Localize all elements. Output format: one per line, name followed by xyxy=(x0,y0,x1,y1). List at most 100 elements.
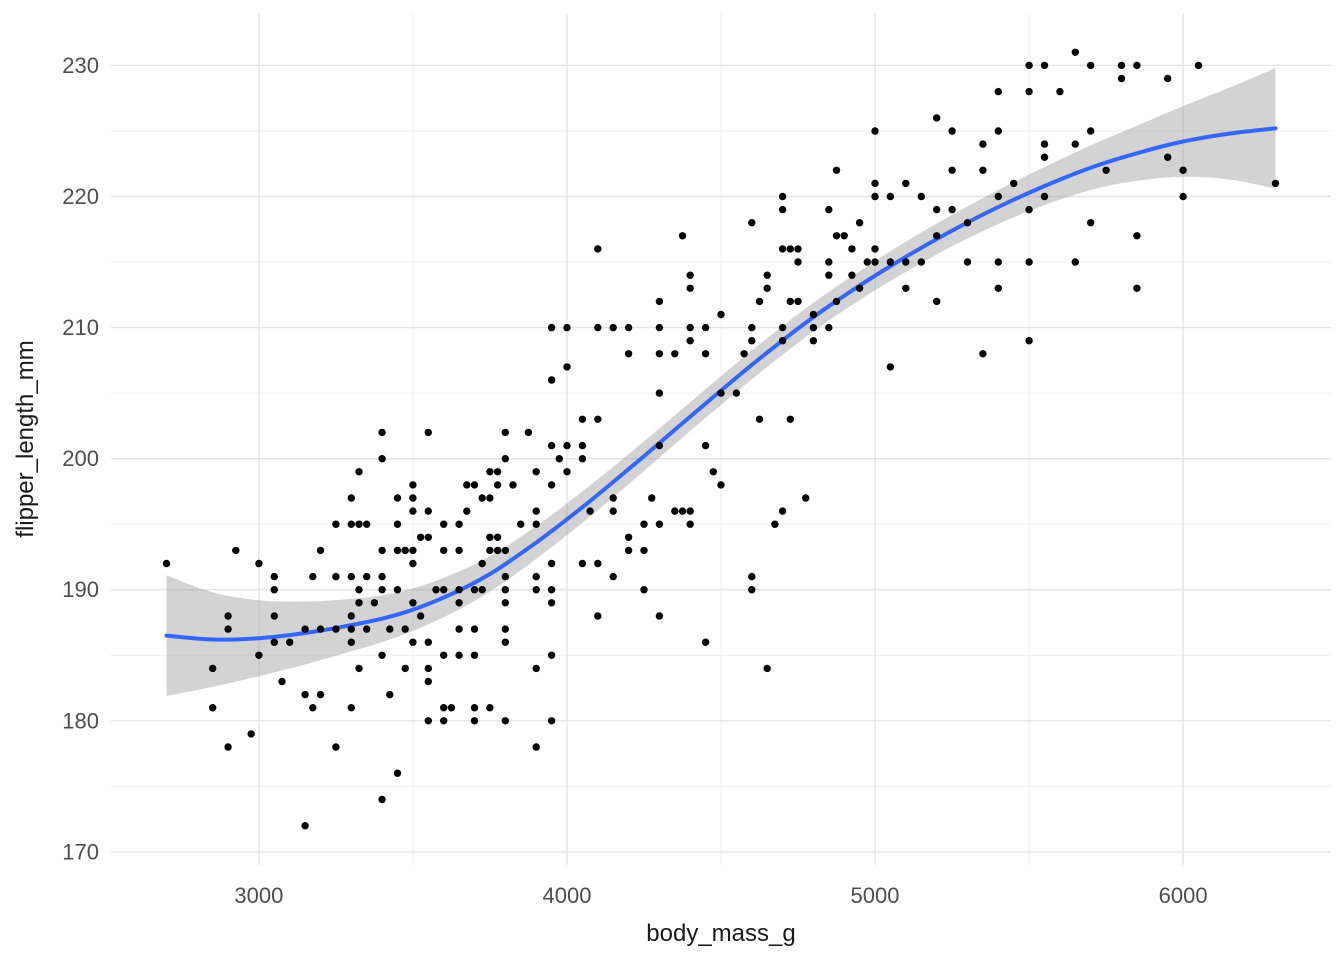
data-point xyxy=(948,205,956,214)
data-point xyxy=(224,612,232,620)
data-point xyxy=(532,586,540,594)
data-point xyxy=(963,219,972,227)
data-point xyxy=(1179,192,1187,201)
data-point xyxy=(594,559,602,568)
data-point xyxy=(594,415,602,423)
data-point xyxy=(332,520,340,528)
data-point xyxy=(855,284,864,292)
data-point xyxy=(517,520,525,528)
data-point xyxy=(902,179,910,188)
data-point xyxy=(933,205,941,214)
data-point xyxy=(332,625,340,633)
data-point xyxy=(848,271,856,279)
data-point xyxy=(547,599,556,607)
data-point xyxy=(363,625,371,633)
data-point xyxy=(933,114,941,122)
data-point xyxy=(686,337,694,345)
data-point xyxy=(809,310,818,319)
data-point xyxy=(778,507,787,515)
data-point xyxy=(748,572,756,581)
data-point xyxy=(655,297,664,306)
data-point xyxy=(933,232,941,240)
data-point xyxy=(355,664,363,673)
data-point xyxy=(640,586,648,594)
data-point xyxy=(1102,166,1110,174)
data-point xyxy=(355,520,363,528)
data-point xyxy=(378,586,386,594)
data-point xyxy=(255,651,263,659)
data-point xyxy=(1025,337,1033,345)
data-point xyxy=(855,219,864,227)
data-point xyxy=(363,520,371,528)
data-point xyxy=(709,468,717,476)
data-point xyxy=(1133,61,1141,70)
data-point xyxy=(609,323,617,332)
data-point xyxy=(347,572,355,581)
data-point xyxy=(686,507,694,515)
data-point xyxy=(994,258,1002,266)
data-point xyxy=(886,192,895,201)
data-point xyxy=(386,690,394,699)
data-point xyxy=(794,297,802,306)
data-point xyxy=(655,389,664,397)
data-point xyxy=(547,323,556,332)
grid-major-lines xyxy=(111,13,1331,865)
data-point xyxy=(1025,258,1033,266)
data-point xyxy=(1087,61,1095,70)
data-point xyxy=(409,494,417,502)
data-point xyxy=(786,245,794,253)
data-point xyxy=(1087,219,1095,227)
data-point xyxy=(447,704,456,712)
data-point xyxy=(748,219,756,227)
data-point xyxy=(209,704,217,712)
data-point xyxy=(994,127,1002,135)
data-point xyxy=(486,546,494,555)
data-point xyxy=(209,664,217,673)
data-point xyxy=(424,677,432,686)
data-point xyxy=(501,586,509,594)
data-point xyxy=(486,468,494,476)
data-points-layer xyxy=(162,48,1280,830)
data-point xyxy=(393,769,402,777)
data-point xyxy=(917,258,925,266)
x-tick-label: 6000 xyxy=(1159,883,1208,908)
data-point xyxy=(748,323,756,332)
data-point xyxy=(686,271,694,279)
data-point xyxy=(1164,153,1172,161)
data-point xyxy=(686,284,694,292)
data-point xyxy=(678,507,687,515)
data-point xyxy=(1271,179,1280,188)
data-point xyxy=(648,494,656,502)
data-point xyxy=(609,507,617,515)
data-point xyxy=(532,520,540,528)
data-point xyxy=(378,546,386,555)
data-point xyxy=(424,638,432,646)
data-point xyxy=(655,323,664,332)
data-point xyxy=(316,625,325,633)
data-point xyxy=(224,743,232,751)
data-point xyxy=(678,232,687,240)
data-point xyxy=(509,481,517,489)
data-point xyxy=(1133,284,1141,292)
data-point xyxy=(440,704,448,712)
y-tick-label: 220 xyxy=(62,184,99,209)
data-point xyxy=(594,323,602,332)
y-tick-label: 210 xyxy=(62,315,99,340)
data-point xyxy=(871,127,879,135)
data-point xyxy=(501,638,509,646)
data-point xyxy=(979,140,987,148)
data-point xyxy=(902,258,910,266)
data-point xyxy=(486,494,494,502)
data-point xyxy=(378,572,386,581)
data-point xyxy=(778,245,787,253)
data-point xyxy=(440,651,448,659)
data-point xyxy=(624,546,633,555)
data-point xyxy=(717,389,725,397)
data-point xyxy=(355,468,363,476)
data-point xyxy=(979,350,987,358)
data-point xyxy=(378,795,386,804)
data-point xyxy=(825,258,833,266)
data-point xyxy=(440,546,448,555)
data-point xyxy=(1117,74,1126,83)
